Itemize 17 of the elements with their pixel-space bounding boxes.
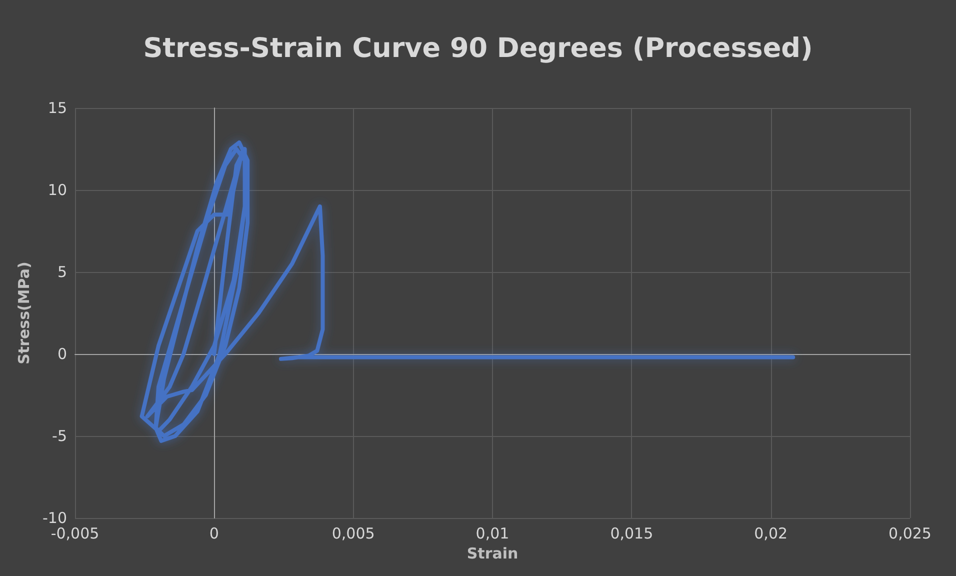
y-tick-label: 0 — [57, 345, 67, 363]
x-tick-label: 0,01 — [476, 524, 510, 542]
x-tick-label: 0,005 — [332, 524, 375, 542]
line-series — [140, 140, 796, 443]
x-tick-label: 0,02 — [754, 524, 788, 542]
x-tick-label: -0,005 — [50, 524, 100, 542]
x-tick-label: 0 — [209, 524, 219, 542]
x-tick-label: 0,025 — [888, 524, 932, 542]
y-tick-label: 10 — [48, 181, 67, 199]
y-tick-label: -10 — [42, 509, 67, 527]
y-axis-title: Stress(MPa) — [15, 262, 34, 364]
chart-title: Stress-Strain Curve 90 Degrees (Processed) — [143, 33, 813, 64]
x-tick-label: 0,015 — [610, 524, 654, 542]
y-tick-label: 5 — [57, 263, 67, 281]
y-tick-label: -5 — [52, 427, 67, 445]
y-tick-label: 15 — [48, 99, 67, 117]
x-axis-title: Strain — [466, 544, 518, 562]
